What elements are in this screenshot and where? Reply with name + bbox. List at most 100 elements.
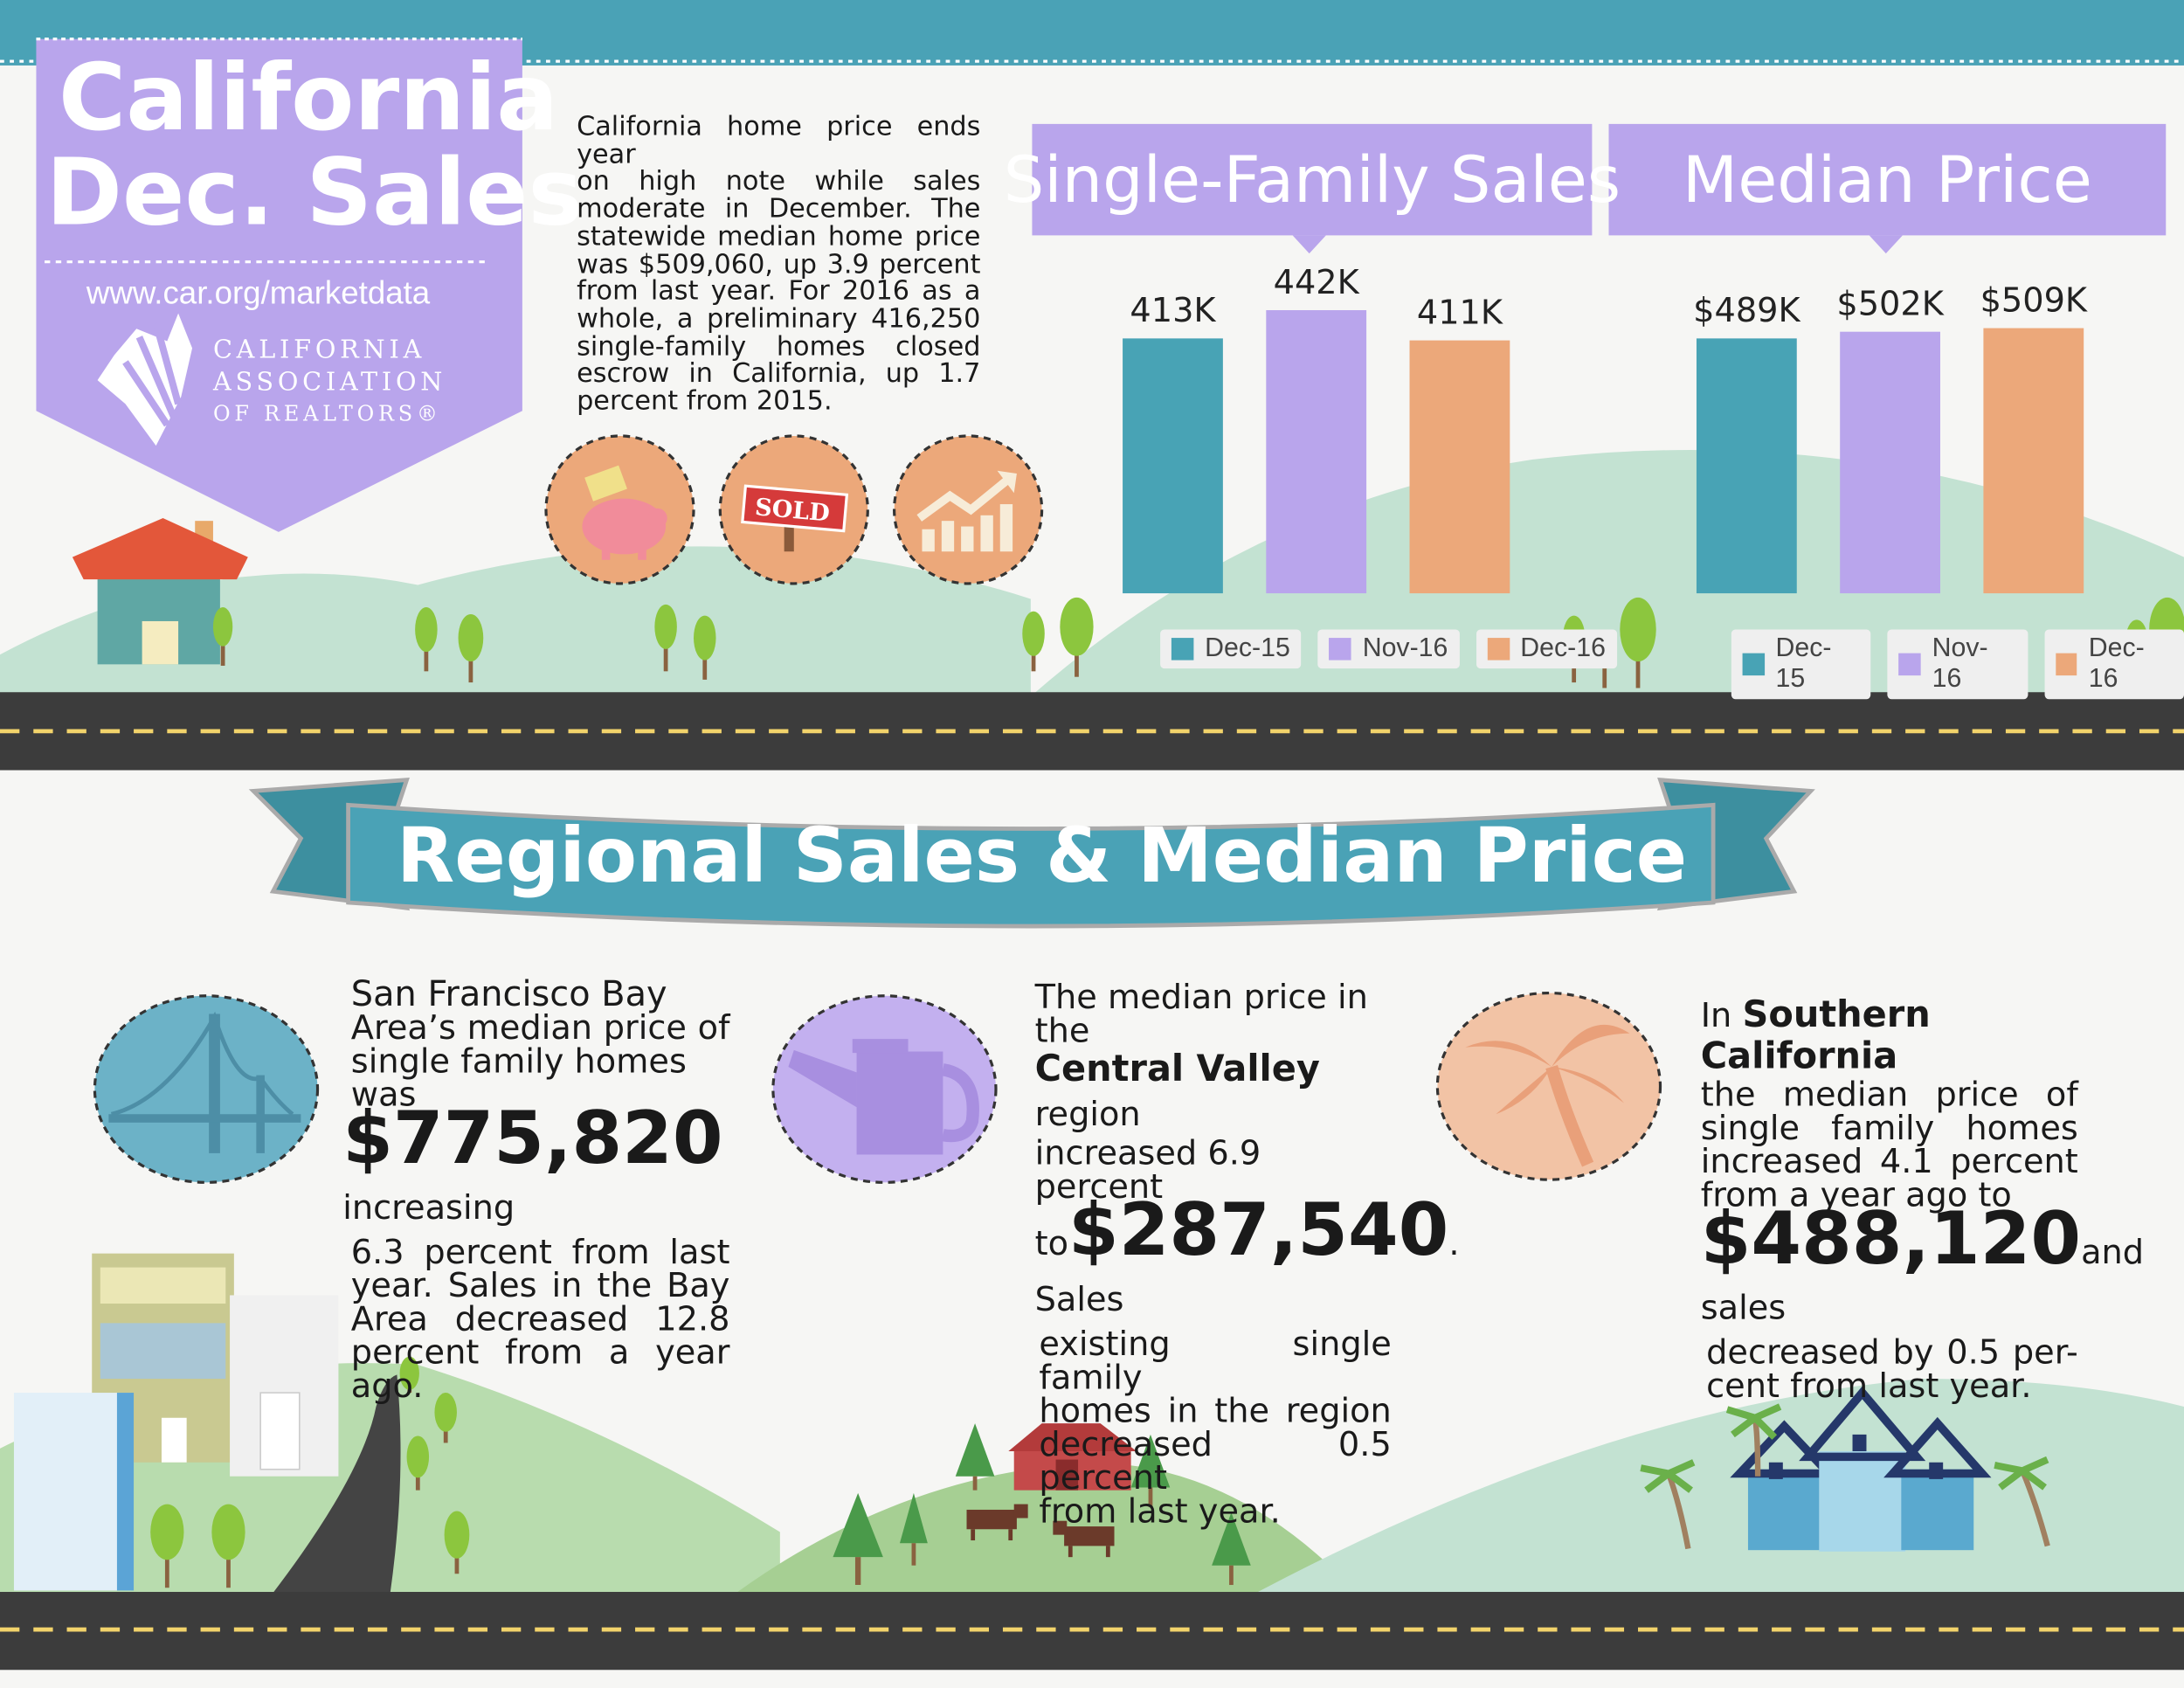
source-url[interactable]: www.car.org/marketdata (86, 274, 431, 311)
regional-banner (248, 778, 1815, 929)
pine-tree-icon (955, 1423, 995, 1491)
chart2-title: Median Price (1683, 143, 2092, 218)
tree-icon (1060, 597, 1094, 677)
legend-item: Nov-16 (1887, 629, 2028, 700)
sf-line: 6.3 percent from last (350, 1232, 730, 1272)
org-name-line: CALIFORNIA (212, 336, 426, 365)
pine-tree-icon (1212, 1512, 1251, 1586)
sf-line: single family homes was (350, 1041, 687, 1115)
sc-price-line: $488,120and sales (1701, 1203, 2144, 1336)
bar-value-label: $489K (1693, 291, 1800, 330)
tree-icon (415, 607, 438, 672)
bar-nov-16 (1266, 309, 1367, 594)
org-name-line: OF REALTORS® (212, 401, 442, 426)
legend-label: Dec-15 (1205, 633, 1290, 663)
sf-price-line: $775,820 increasing (342, 1103, 729, 1235)
tree-icon (406, 1435, 430, 1491)
tree-icon (1620, 597, 1656, 688)
intro-line: on high note while sales (577, 166, 981, 197)
cv-after-bold: region (1034, 1094, 1141, 1134)
bar-value-label: 442K (1274, 263, 1360, 302)
legend-label: Nov-16 (1932, 633, 1988, 694)
legend-swatch (1171, 638, 1194, 661)
legend-item: Dec-16 (2044, 629, 2184, 700)
pine-tree-icon (899, 1492, 928, 1566)
tree-icon (654, 604, 677, 672)
legend-swatch (1898, 653, 1921, 676)
legend-swatch (2055, 653, 2077, 676)
winding-road (271, 1374, 401, 1595)
tree-icon (150, 1504, 184, 1588)
hill-bottom-middle (724, 1462, 1365, 1602)
cv-line: The median price in the (1034, 978, 1368, 1050)
chart1-title: Single-Family Sales (1004, 143, 1621, 218)
cv-line: decreased 0.5 percent (1039, 1424, 1392, 1498)
sf-line: ago. (350, 1366, 424, 1406)
legend-label: Dec-15 (1775, 633, 1832, 694)
cow-icon (966, 1504, 1028, 1541)
hill-left (0, 546, 1031, 697)
tree-icon (694, 615, 716, 680)
chart-price-bars: $489K $502K $509K (1693, 280, 2088, 594)
tree-icon (399, 1356, 419, 1394)
org-name-line: ASSOCIATION (212, 367, 447, 398)
pine-tree-icon (833, 1492, 883, 1586)
title-line-2: Dec. Sales (45, 139, 584, 247)
legend-swatch (1742, 653, 1765, 676)
legend-swatch (1329, 638, 1351, 661)
intro-line: statewide median home price (577, 221, 981, 253)
sold-sign-icon: SOLD (718, 434, 869, 585)
bar-value-label: $502K (1836, 285, 1944, 324)
suburban-houses-icon (1730, 1386, 1992, 1552)
intro-line: California home price ends year (577, 111, 981, 170)
bar-value-label: 411K (1417, 293, 1503, 332)
sc-in: In (1700, 995, 1732, 1035)
tree-icon (444, 1511, 470, 1574)
cv-region-name: Central Valley (1034, 1048, 1320, 1091)
sc-line: single family homes (1700, 1108, 2078, 1148)
intro-line: escrow in California, up 1.7 (577, 358, 981, 390)
pine-tree-icon (1130, 1434, 1171, 1507)
intro-line: moderate in December. The (577, 193, 981, 225)
watering-can-icon (771, 994, 998, 1184)
sf-line: Area’s median price of (350, 1008, 730, 1048)
bar-value-label: 413K (1130, 291, 1216, 330)
sc-region-name: Southern California (1700, 994, 1931, 1078)
sc-line: increased 4.1 percent (1700, 1142, 2078, 1181)
growth-chart-icon (893, 434, 1044, 585)
cv-price-line: to$287,540. Sales (1034, 1195, 1460, 1327)
sc-price: $488,120 (1700, 1197, 2082, 1282)
sc-paragraph: In Southern California the median price … (1700, 994, 2144, 1406)
legend-item: Nov-16 (1317, 629, 1460, 669)
chart1-legend: Dec-15 Nov-16 Dec-16 (1160, 629, 1617, 669)
intro-line: was $509,060, up 3.9 percent (577, 248, 981, 280)
legend-label: Nov-16 (1362, 633, 1448, 663)
intro-line: percent from 2015. (577, 385, 833, 417)
title-line-1: California (58, 45, 559, 152)
barn-icon (1008, 1423, 1137, 1491)
palm-tree-icon (1640, 1459, 1696, 1550)
sc-line: cent from last year. (1706, 1366, 2032, 1406)
sf-line: Area decreased 12.8 (350, 1299, 730, 1339)
legend-item: Dec-15 (1160, 629, 1302, 669)
sf-paragraph: San Francisco Bay Area’s median price of… (342, 976, 730, 1406)
tree-icon (211, 1504, 245, 1588)
piggy-bank-icon (544, 434, 695, 585)
palm-tree-icon (1435, 991, 1662, 1181)
cv-to: to (1034, 1224, 1069, 1263)
chart-sales-bars: 413K 442K 411K (1123, 263, 1510, 594)
tree-icon (458, 613, 484, 683)
realtors-logo-icon (97, 313, 193, 446)
legend-item: Dec-16 (1476, 629, 1617, 669)
bar-dec-16 (1983, 328, 2084, 594)
regional-banner-text: Regional Sales & Median Price (397, 813, 1687, 900)
sf-after-price: increasing (342, 1187, 515, 1228)
legend-label: Dec-16 (2088, 633, 2145, 694)
cv-after-price: . Sales (1034, 1224, 1460, 1319)
intro-line: whole, a preliminary 416,250 (577, 303, 981, 335)
palm-tree-icon (1994, 1456, 2050, 1547)
chart2-legend: Dec-15 Nov-16 Dec-16 (1731, 629, 2184, 700)
bar-dec-15 (1123, 338, 1223, 594)
sf-line: year. Sales in the Bay (350, 1266, 730, 1305)
